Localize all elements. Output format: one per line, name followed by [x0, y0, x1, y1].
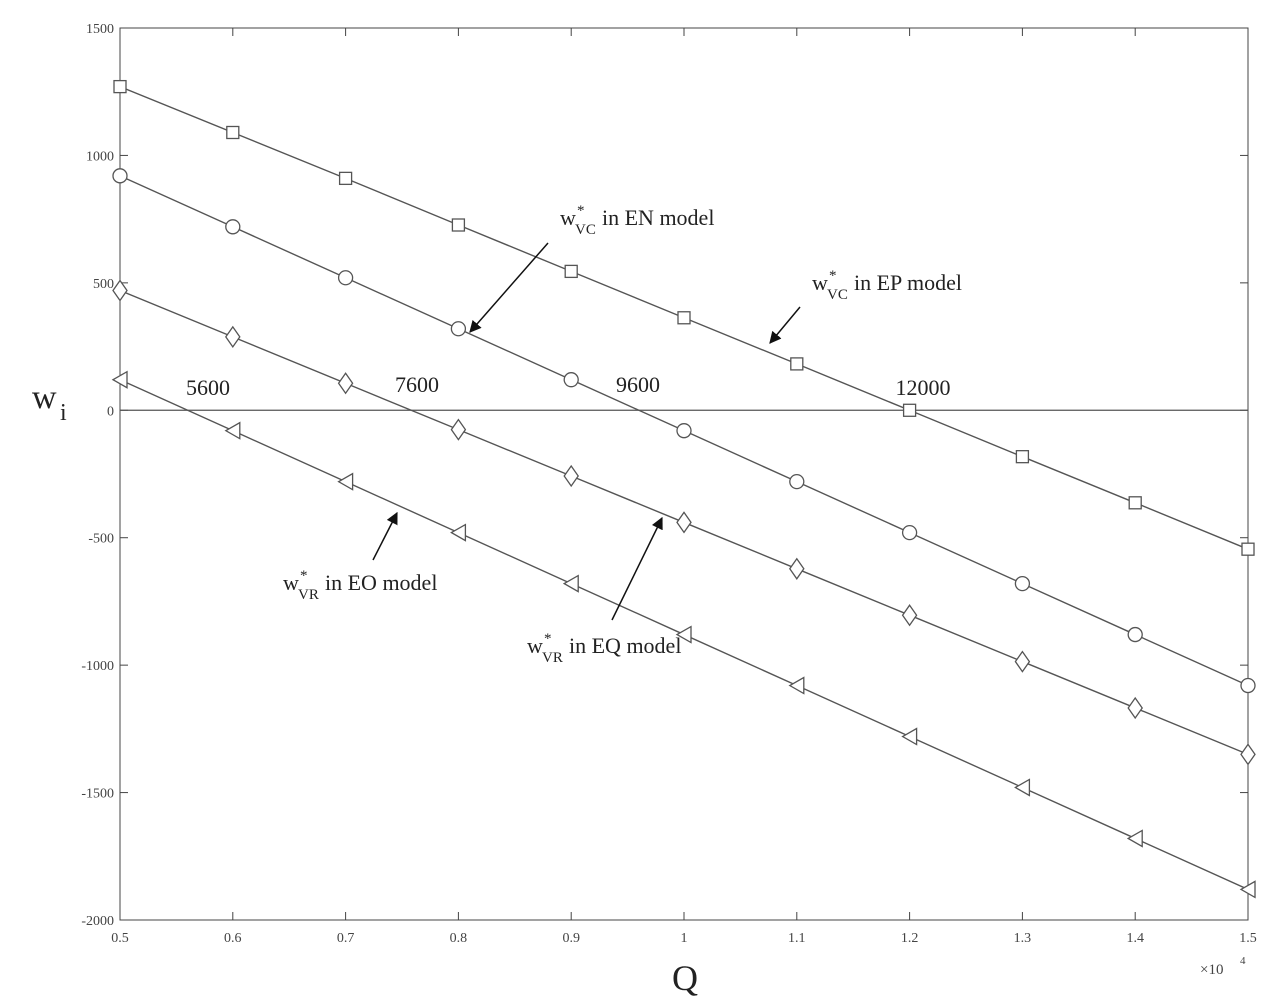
data-point	[451, 218, 466, 232]
annotation-sup: *	[300, 568, 308, 584]
y-tick-label: -2000	[81, 914, 114, 929]
data-point	[1014, 575, 1031, 592]
data-point	[337, 270, 354, 286]
x-tick-label: 1.2	[901, 931, 919, 946]
annotation-base: w	[560, 205, 576, 230]
y-tick-label: 1000	[86, 149, 114, 164]
x-tick-label: 0.7	[337, 931, 355, 946]
data-point	[1126, 829, 1143, 848]
annotation-sup: *	[829, 268, 837, 284]
data-point	[225, 325, 241, 349]
data-point	[337, 372, 354, 395]
data-point	[789, 473, 805, 490]
data-point	[224, 421, 241, 440]
data-point	[789, 557, 805, 580]
data-point	[1014, 650, 1031, 673]
annotation-base: w	[812, 270, 828, 295]
data-point	[337, 472, 354, 491]
data-point	[902, 403, 917, 417]
annotation-arrow	[769, 306, 801, 344]
annotation-sup: *	[577, 203, 585, 219]
annotation-sub: VC	[575, 222, 596, 238]
annotation-base: w	[283, 570, 299, 595]
x-multiplier: ×10	[1200, 962, 1223, 978]
x-tick-label: 1.1	[788, 931, 806, 946]
x-tick-label: 0.9	[562, 931, 580, 946]
annotation-arrow	[372, 511, 398, 561]
data-point	[111, 370, 128, 389]
x-tick-label: 1.3	[1014, 931, 1032, 946]
data-point	[450, 321, 467, 337]
data-point	[1241, 542, 1255, 556]
data-point	[788, 676, 805, 695]
data-point	[676, 511, 692, 534]
data-point	[676, 423, 692, 439]
y-tick-label: 0	[107, 404, 114, 419]
data-point	[901, 727, 918, 746]
annotation-text: in EO model	[325, 570, 437, 595]
annotation-sub: VR	[542, 650, 563, 666]
y-tick-label: -500	[88, 532, 114, 547]
annotation-arrow	[611, 516, 663, 621]
x-tick-label: 0.6	[224, 931, 242, 946]
x-tick-label: 1	[681, 931, 688, 946]
annotation-arrow	[469, 242, 549, 333]
data-point	[1240, 677, 1256, 694]
annotation-text: in EN model	[602, 205, 714, 230]
data-point	[226, 125, 240, 140]
x-tick-label: 1.5	[1239, 931, 1257, 946]
x-tick-label: 0.5	[111, 931, 129, 946]
data-point	[1240, 743, 1256, 766]
data-point	[563, 464, 579, 488]
data-point	[450, 418, 467, 441]
data-point	[562, 574, 579, 593]
data-point	[112, 168, 128, 184]
x-axis-label: Q	[672, 958, 698, 998]
data-point	[790, 357, 804, 371]
data-point	[225, 219, 241, 235]
data-point	[901, 604, 918, 627]
annotation-sub: VR	[298, 587, 319, 603]
y-axis-label: w	[32, 379, 57, 416]
x-multiplier-exponent: 4	[1240, 955, 1246, 967]
data-point	[675, 625, 692, 644]
annotation-sup: *	[544, 631, 552, 647]
y-tick-label: -1000	[81, 659, 114, 674]
data-point	[563, 372, 579, 388]
annotation-text: in EP model	[854, 270, 962, 295]
data-point	[450, 523, 467, 542]
x-tick-label: 1.4	[1126, 931, 1144, 946]
y-tick-label: -1500	[81, 787, 114, 802]
data-point	[1127, 696, 1143, 720]
data-point	[677, 311, 691, 325]
data-point	[1239, 880, 1256, 899]
data-point	[1127, 626, 1143, 643]
y-tick-label: 1500	[86, 22, 114, 37]
crossing-label: 7600	[395, 372, 439, 397]
y-tick-label: 500	[93, 277, 114, 292]
x-tick-label: 0.8	[450, 931, 468, 946]
crossing-label: 9600	[616, 372, 660, 397]
data-point	[1128, 496, 1142, 510]
annotation-sub: VC	[827, 287, 848, 303]
data-point	[113, 79, 127, 94]
data-point	[112, 279, 128, 302]
data-point	[338, 171, 353, 186]
data-point	[1014, 778, 1031, 797]
data-point	[901, 524, 918, 541]
annotation-text: in EQ model	[569, 633, 681, 658]
data-point	[1015, 450, 1030, 464]
crossing-label: 5600	[186, 375, 230, 400]
annotation-base: w	[527, 633, 543, 658]
y-axis-label-sub: i	[60, 400, 67, 426]
data-point	[564, 264, 578, 279]
crossing-label: 12000	[896, 375, 951, 400]
